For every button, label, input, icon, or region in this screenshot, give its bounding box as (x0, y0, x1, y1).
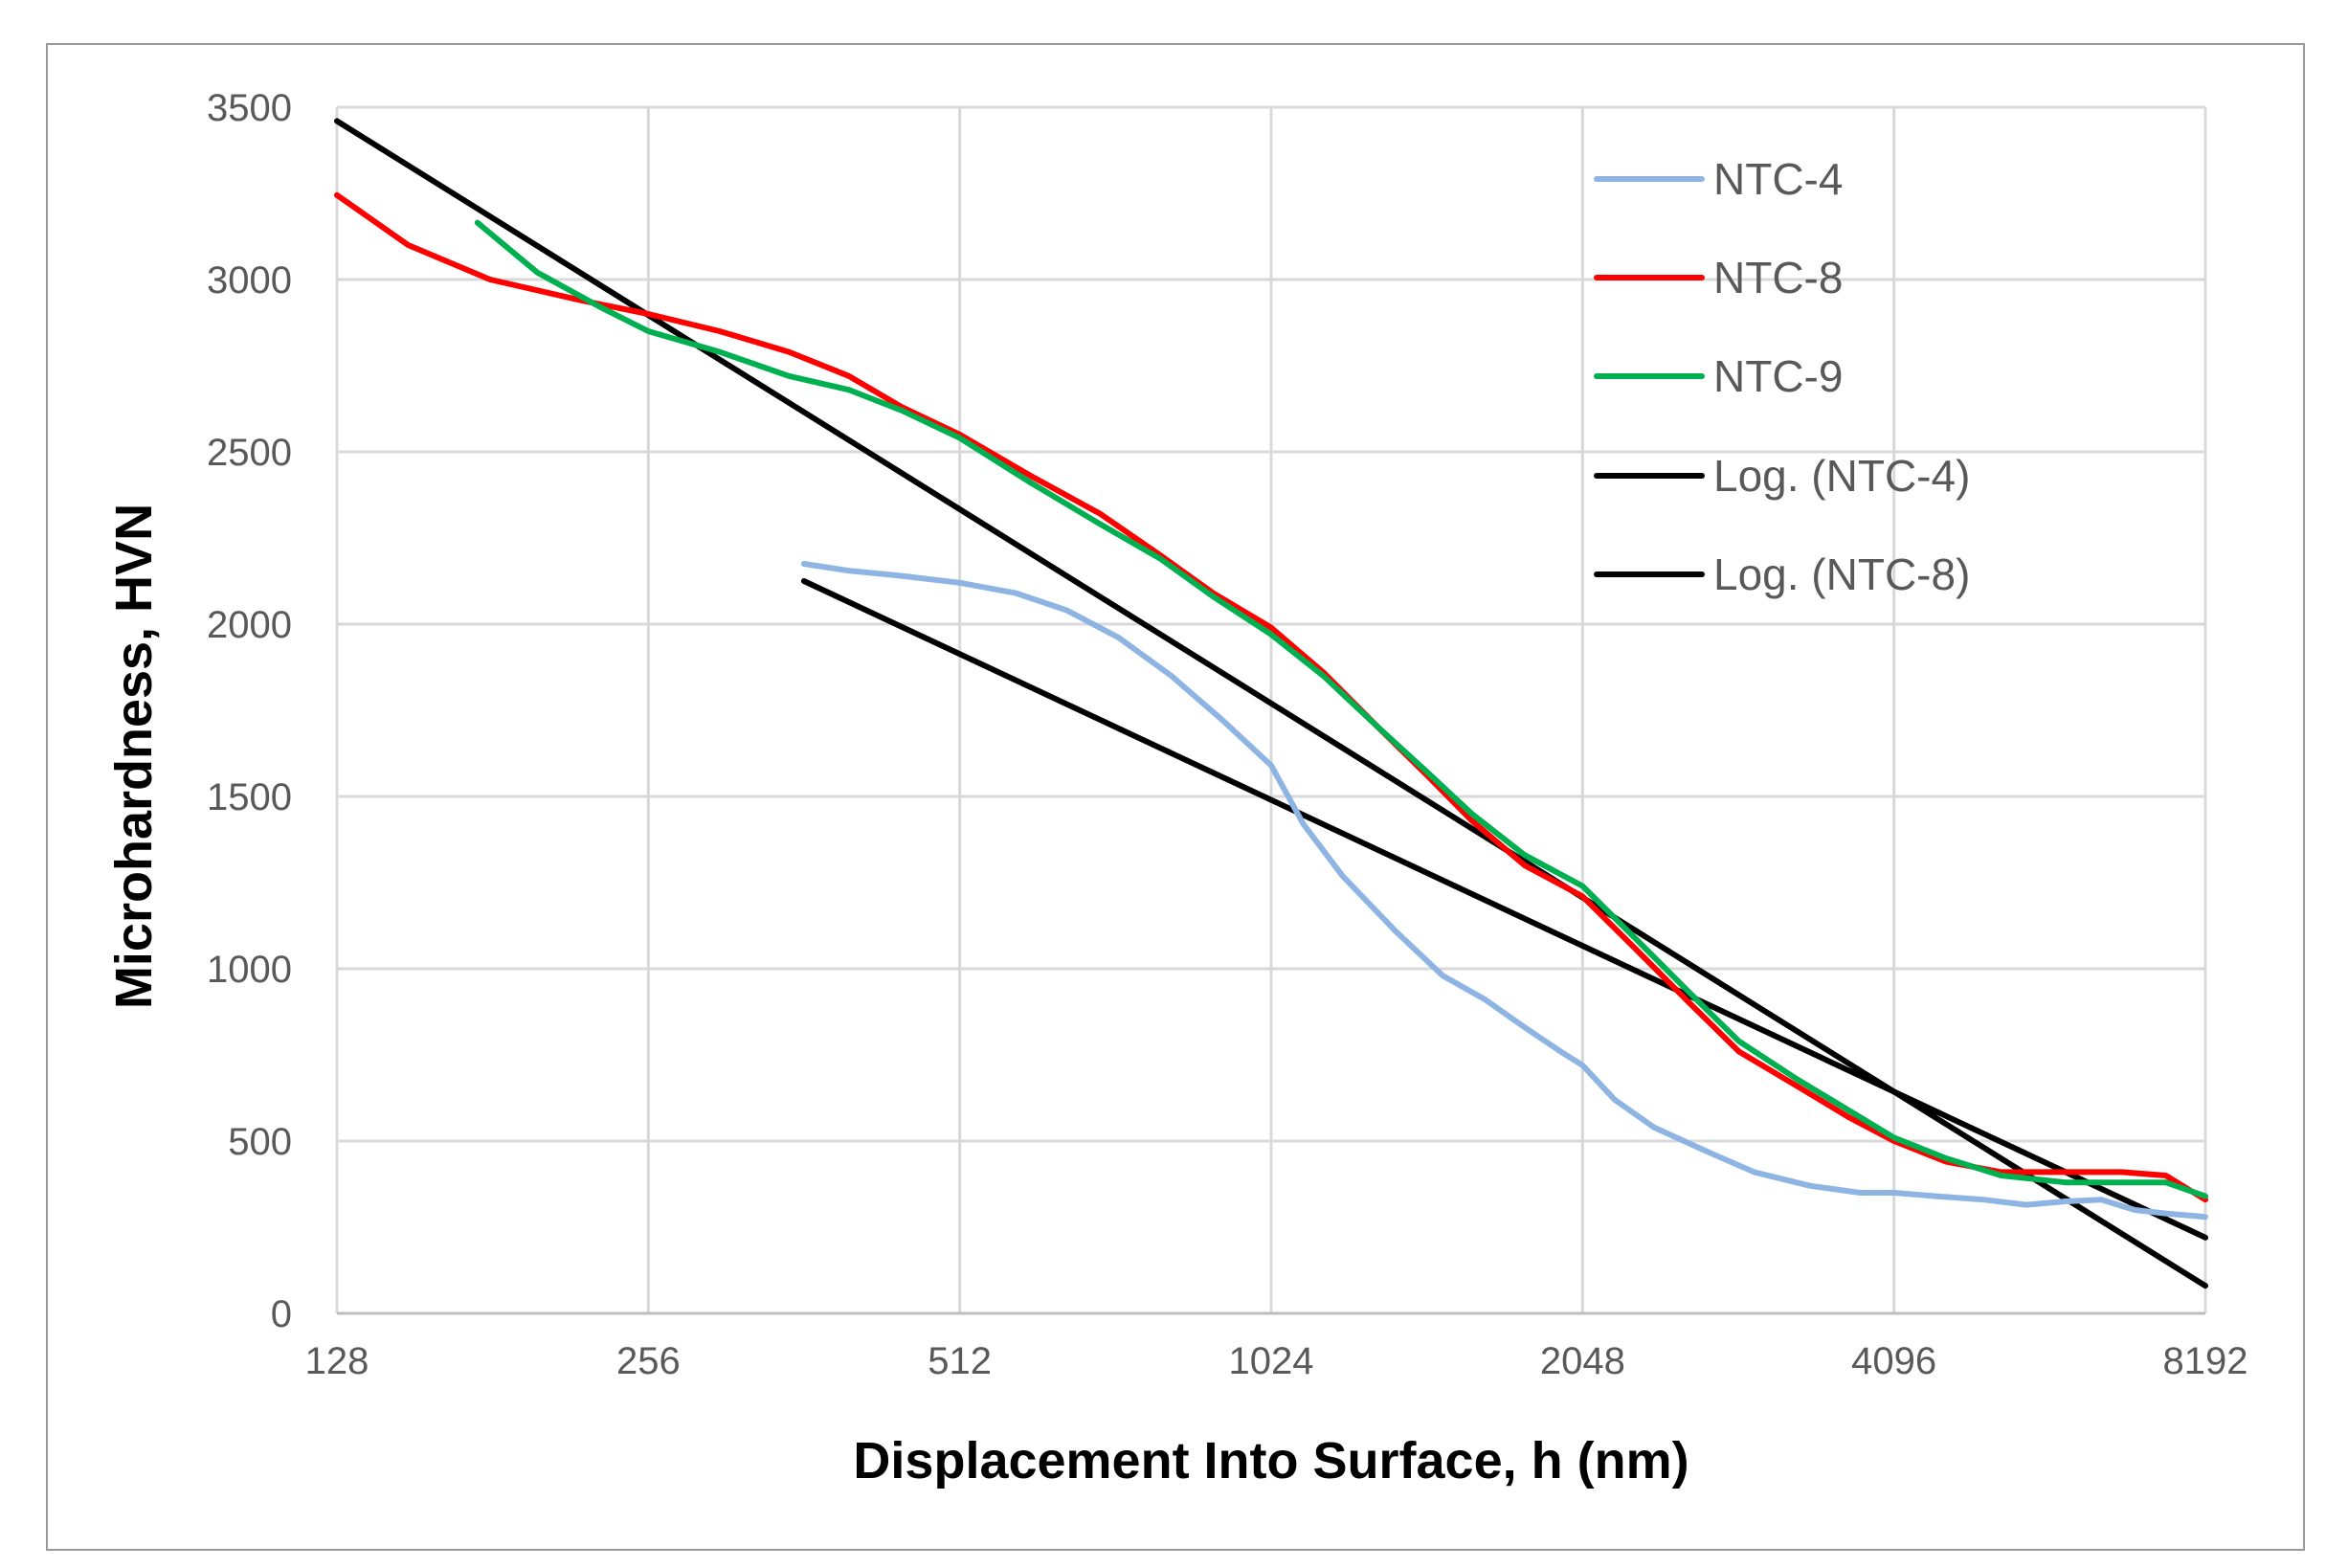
series-line-ntc-9 (474, 219, 2208, 1199)
y-tick-label: 2500 (207, 432, 292, 474)
y-tick-label: 2000 (207, 604, 292, 646)
x-tick-labels: 128 256 512 1024 2048 4096 8192 (305, 1340, 2248, 1382)
legend-label: NTC-8 (1713, 253, 1843, 302)
legend-label: Log. (NTC-4) (1713, 451, 1970, 501)
x-tick-label: 4096 (1851, 1340, 1936, 1382)
x-axis-title: Displacement Into Surface, h (nm) (853, 1432, 1688, 1490)
series-line-ntc-4 (800, 561, 2208, 1221)
y-tick-label: 500 (228, 1121, 292, 1163)
series-lines (334, 118, 2208, 1289)
x-tick-label: 8192 (2163, 1340, 2248, 1382)
y-tick-label: 3000 (207, 259, 292, 302)
x-tick-label: 2048 (1540, 1340, 1625, 1382)
y-tick-label: 1000 (207, 949, 292, 991)
legend-label: Log. (NTC-8) (1713, 549, 1970, 599)
x-tick-label: 1024 (1229, 1340, 1314, 1382)
grid-lines (335, 105, 2207, 1313)
y-tick-label: 1500 (207, 776, 292, 818)
legend: NTC-4 NTC-8 NTC-9 Log. (NTC-4) Log. (NTC-8) (1594, 154, 1970, 599)
chart-svg: 128 256 512 1024 2048 4096 8192 0 500 1000 1500 20… (105, 87, 2248, 1490)
series-line-log-ntc-4 (800, 578, 2208, 1241)
y-axis-title: Microhardness, HVN (105, 504, 163, 1009)
x-tick-label: 128 (305, 1340, 369, 1382)
x-tick-label: 512 (928, 1340, 992, 1382)
x-tick-label: 256 (616, 1340, 681, 1382)
legend-label: NTC-4 (1713, 154, 1843, 204)
y-tick-label: 0 (271, 1293, 292, 1335)
legend-label: NTC-9 (1713, 351, 1843, 401)
chart-frame: 128 256 512 1024 2048 4096 8192 0 500 1000 1500 20… (46, 43, 2305, 1551)
y-tick-labels: 0 500 1000 1500 2000 2500 3000 3500 (207, 87, 292, 1335)
y-tick-label: 3500 (207, 87, 292, 129)
